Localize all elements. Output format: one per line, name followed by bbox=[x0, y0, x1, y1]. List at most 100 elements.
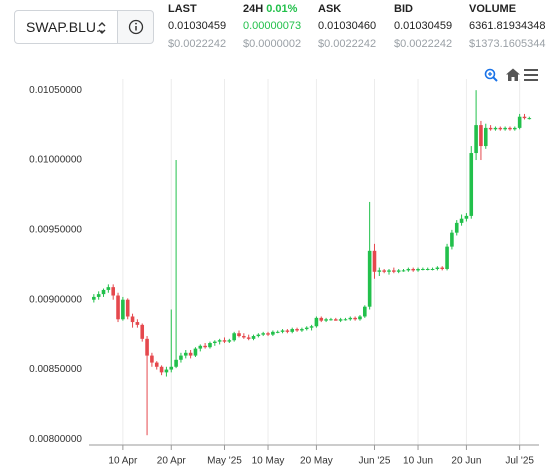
candle-body bbox=[275, 331, 280, 333]
candle-body bbox=[116, 295, 120, 320]
candle-body bbox=[338, 319, 343, 321]
candle-body bbox=[237, 333, 241, 337]
candle-body bbox=[498, 127, 503, 130]
candle-body bbox=[454, 222, 459, 233]
candle-body bbox=[358, 316, 362, 320]
stat-label: 24H bbox=[243, 3, 264, 15]
candle-body bbox=[333, 319, 338, 321]
y-tick-label: 0.00800000 bbox=[29, 434, 82, 445]
candle-body bbox=[295, 329, 299, 331]
stat-value: 0.01030460 bbox=[318, 20, 377, 32]
candle-body bbox=[493, 127, 498, 130]
stat-label-group: 24H 0.01% bbox=[243, 3, 297, 15]
y-tick-label: 0.01000000 bbox=[29, 155, 82, 166]
candle-body bbox=[396, 270, 401, 272]
select-arrow bbox=[98, 22, 106, 34]
candle-body bbox=[271, 331, 275, 335]
y-tick-label: 0.01050000 bbox=[29, 85, 82, 96]
candle-body bbox=[522, 116, 527, 119]
candle-body bbox=[517, 116, 522, 128]
candle-body bbox=[193, 348, 198, 356]
candle-body bbox=[353, 317, 357, 320]
candle-body bbox=[140, 324, 145, 339]
candle-body bbox=[382, 270, 386, 272]
candle-body bbox=[314, 317, 319, 327]
x-tick-label: Jun '25 bbox=[359, 456, 391, 467]
x-tick-label: Jul '25 bbox=[505, 456, 534, 467]
y-tick-label: 0.00900000 bbox=[29, 294, 82, 305]
info-button[interactable] bbox=[117, 10, 154, 44]
candle-body bbox=[242, 336, 246, 338]
candle-body bbox=[459, 218, 464, 223]
candle-body bbox=[159, 366, 164, 373]
x-tick-label: 10 Apr bbox=[108, 456, 138, 467]
candle-body bbox=[319, 317, 324, 321]
candle-body bbox=[406, 268, 411, 271]
candle-body bbox=[469, 153, 474, 216]
stat-usd: $0.0022242 bbox=[394, 38, 453, 50]
info-icon bbox=[128, 19, 144, 35]
candle-body bbox=[150, 355, 154, 363]
candle-body bbox=[401, 270, 406, 272]
stat-label: LAST bbox=[168, 3, 197, 15]
candle-body bbox=[503, 127, 507, 130]
candle-body bbox=[445, 246, 449, 269]
candle-body bbox=[266, 333, 270, 335]
candle-body bbox=[387, 270, 391, 272]
stat-value: 6361.81934348 bbox=[469, 20, 546, 32]
candle-body bbox=[290, 329, 295, 332]
candle-body bbox=[246, 337, 251, 339]
candle-body bbox=[435, 267, 440, 269]
candle-body bbox=[483, 127, 488, 147]
candle-body bbox=[145, 338, 149, 356]
home-button[interactable] bbox=[506, 68, 520, 82]
candle-body bbox=[232, 333, 236, 341]
candle-body bbox=[416, 268, 420, 271]
candle-body bbox=[188, 352, 193, 356]
y-tick-label: 0.00850000 bbox=[29, 364, 82, 375]
x-tick-label: 20 May bbox=[300, 456, 333, 467]
candle-body bbox=[174, 359, 178, 367]
candle-body bbox=[106, 287, 111, 290]
candle-body bbox=[343, 319, 348, 321]
candle-body bbox=[96, 294, 101, 297]
pair-name: SWAP.BLU.. bbox=[26, 19, 104, 35]
zoom-button[interactable] bbox=[484, 68, 498, 82]
candle-body bbox=[479, 125, 483, 147]
y-tick-label: 0.00950000 bbox=[29, 225, 82, 236]
candle-body bbox=[256, 334, 261, 337]
candle-body bbox=[203, 345, 207, 348]
stat-usd: $1373.1605344 bbox=[469, 38, 546, 50]
candle-body bbox=[440, 267, 445, 269]
candle-body bbox=[227, 340, 232, 342]
candle-body bbox=[179, 355, 183, 360]
candle-body bbox=[329, 319, 333, 321]
candle-body bbox=[430, 268, 435, 270]
x-tick-label: 10 Jun bbox=[403, 456, 433, 467]
x-tick-label: 20 Apr bbox=[157, 456, 187, 467]
candle-body bbox=[309, 326, 314, 328]
candle-body bbox=[280, 330, 285, 332]
candle-body bbox=[217, 340, 222, 342]
candle-body bbox=[183, 352, 188, 356]
candle-body bbox=[154, 362, 159, 367]
menu-button[interactable] bbox=[524, 69, 538, 81]
stat-label: BID bbox=[394, 3, 413, 15]
candle-body bbox=[425, 268, 430, 270]
candle-body bbox=[208, 343, 212, 348]
stat-change: 0.01% bbox=[266, 3, 298, 15]
x-tick-label: 20 Jun bbox=[451, 456, 481, 467]
candle-body bbox=[377, 270, 382, 272]
stat-value: 0.01030459 bbox=[168, 20, 227, 32]
candle-body bbox=[125, 299, 130, 317]
candle-body bbox=[285, 330, 290, 332]
candle-body bbox=[527, 118, 532, 120]
candle-body bbox=[261, 333, 265, 335]
stat-usd: $0.0022242 bbox=[318, 38, 377, 50]
candle-body bbox=[488, 127, 493, 130]
candle-body bbox=[411, 268, 415, 271]
candle-body bbox=[508, 127, 512, 130]
candle-body bbox=[372, 250, 377, 272]
stat-label: ASK bbox=[318, 3, 342, 15]
